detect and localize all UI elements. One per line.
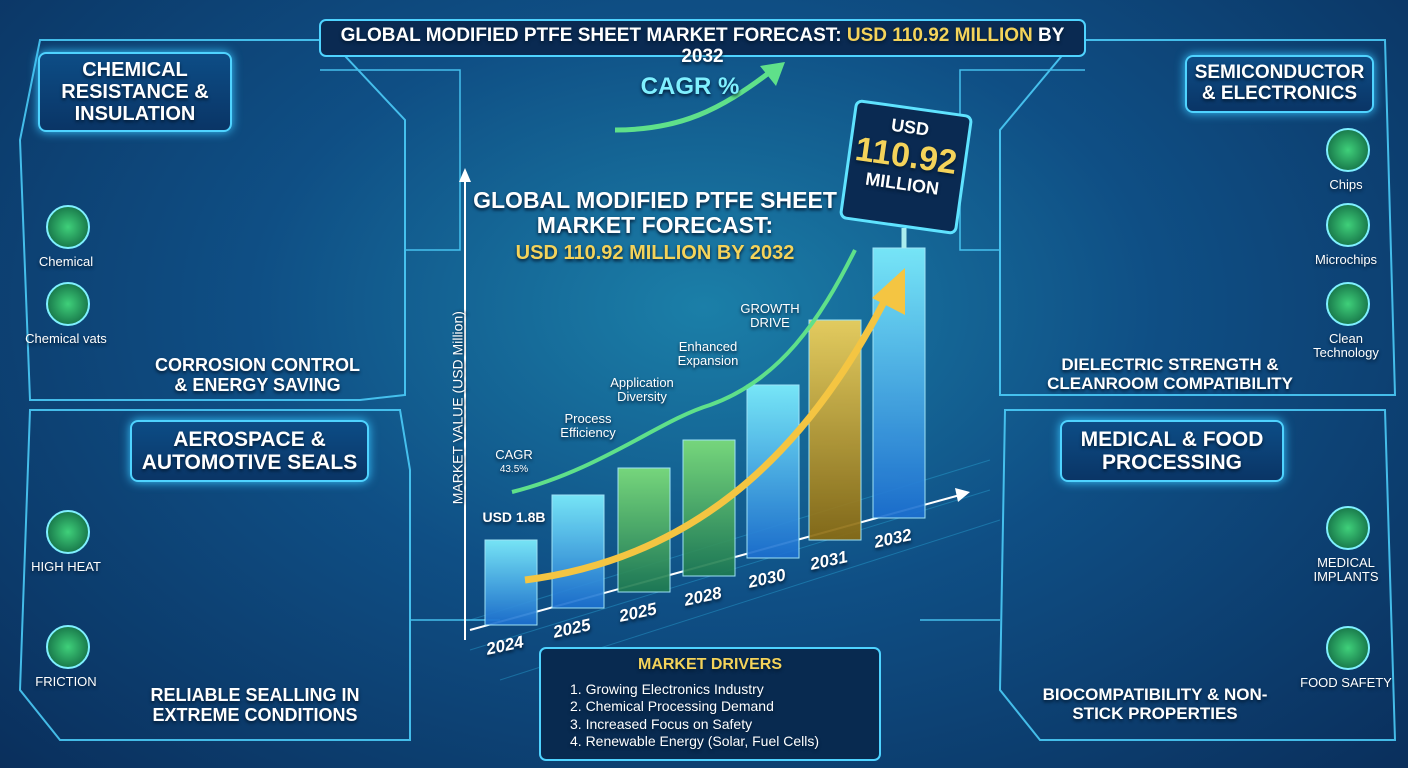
axis-arrow	[459, 168, 471, 182]
icon	[1326, 282, 1370, 326]
milestone-label: Process Efficiency	[560, 411, 616, 441]
icon	[1326, 128, 1370, 172]
icon	[46, 205, 90, 249]
cagr-arrow	[614, 70, 772, 133]
title-suffix: BY 2032	[681, 25, 1065, 67]
icon-label: FRICTION	[35, 674, 97, 689]
milestone-label: Application Diversity	[610, 375, 674, 405]
panel-title: AEROSPACE & AUTOMOTIVE SEALS	[130, 420, 369, 482]
icon-label: Clean Technology	[1313, 331, 1379, 361]
icon-label: HIGH HEAT	[31, 559, 101, 574]
panel-caption: RELIABLE SEALLING IN EXTREME CONDITIONS	[150, 685, 360, 725]
panel-caption: BIOCOMPATIBILITY & NON-STICK PROPERTIES	[1042, 685, 1268, 723]
driver-item: 4. Renewable Energy (Solar, Fuel Cells)	[570, 733, 820, 750]
icon-label: MEDICAL IMPLANTS	[1313, 555, 1379, 585]
title-prefix: GLOBAL MODIFIED PTFE SHEET MARKET FORECA…	[340, 25, 842, 46]
icon	[1326, 506, 1370, 550]
icon-label: FOOD SAFETY	[1300, 675, 1392, 690]
drivers-box	[539, 647, 881, 761]
icon	[46, 510, 90, 554]
forecast-value: USD 110.92 MILLION BY 2032	[515, 242, 795, 264]
icon-label: Chemical vats	[25, 331, 107, 346]
panel-title: SEMICONDUCTOR & ELECTRONICS	[1185, 55, 1374, 113]
icon-label: Chips	[1329, 177, 1363, 192]
milestone-label: GROWTH DRIVE	[740, 301, 800, 331]
growth-arrow-head	[872, 268, 905, 315]
drivers-title: MARKET DRIVERS	[637, 656, 782, 673]
icon	[46, 282, 90, 326]
growth-arrow	[524, 288, 894, 584]
sign-text: USD 110.92 MILLION	[843, 110, 969, 202]
y-axis-label: MARKET VALUE (USD Million)	[449, 311, 466, 505]
cagr-badge: CAGR %	[640, 73, 740, 100]
title-bar	[319, 19, 1086, 57]
panel-title: MEDICAL & FOOD PROCESSING	[1060, 420, 1284, 482]
cagr-arrow-head	[760, 62, 785, 86]
panel-title: CHEMICAL RESISTANCE & INSULATION	[38, 52, 232, 132]
axis-arrow	[955, 488, 970, 502]
icon-label: Chemical	[38, 254, 94, 269]
icon	[46, 625, 90, 669]
forecast-title: GLOBAL MODIFIED PTFE SHEET MARKET FORECA…	[473, 187, 837, 239]
icon-label: Microchips	[1314, 252, 1378, 267]
panel-caption: DIELECTRIC STRENGTH & CLEANROOM COMPATIB…	[1047, 355, 1293, 393]
title-highlight: USD 110.92 MILLION	[846, 25, 1033, 46]
icon	[1326, 626, 1370, 670]
bar-illustration	[617, 467, 671, 593]
panel-caption: CORROSION CONTROL & ENERGY SAVING	[155, 355, 360, 395]
driver-item: 1. Growing Electronics Industry	[570, 681, 764, 697]
drivers-list: 1. Growing Electronics Industry 2. Chemic…	[570, 681, 870, 752]
bar-illustration	[551, 494, 605, 609]
value-sign	[839, 99, 973, 235]
header-title: GLOBAL MODIFIED PTFE SHEET MARKET FORECA…	[320, 25, 1085, 68]
milestone-label: CAGR	[495, 447, 533, 462]
driver-item: 2. Chemical Processing Demand	[570, 698, 774, 715]
driver-item: 3. Increased Focus on Safety	[570, 715, 753, 732]
milestone-label: Enhanced Expansion	[677, 339, 739, 369]
icon	[1326, 203, 1370, 247]
trend-line	[511, 249, 857, 494]
start-label: USD 1.8B	[482, 509, 546, 525]
milestone-sub: 43.5%	[499, 464, 529, 475]
